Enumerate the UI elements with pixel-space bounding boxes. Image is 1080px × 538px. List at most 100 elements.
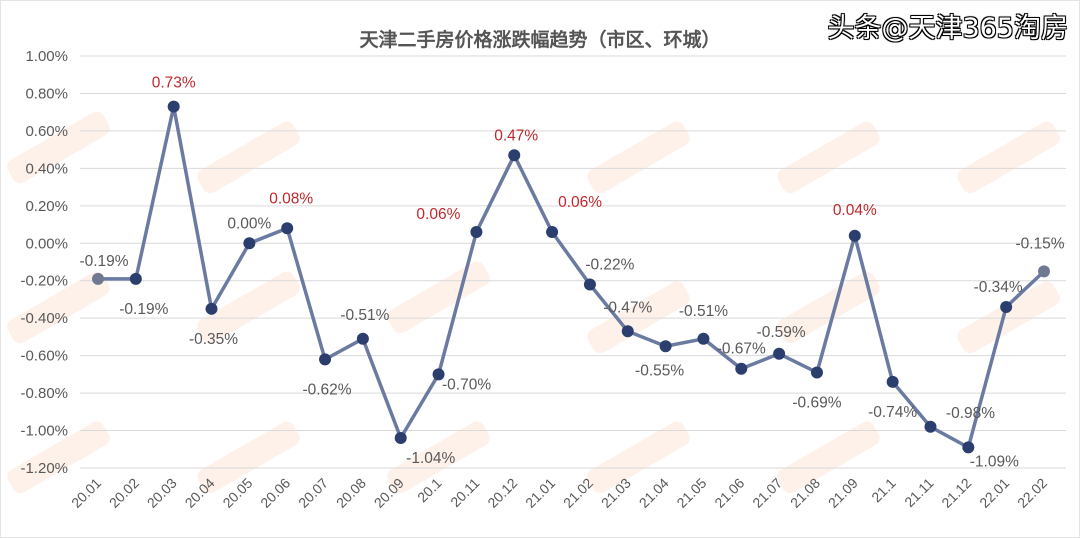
x-tick-label: 22.01 — [976, 475, 1012, 511]
data-point — [924, 420, 937, 433]
watermarks — [7, 111, 1060, 494]
data-point — [848, 229, 861, 242]
data-label: -0.70% — [442, 376, 491, 393]
data-label: 0.73% — [152, 75, 196, 92]
data-label: 0.47% — [494, 127, 538, 144]
chart-title: 天津二手房价格涨跌幅趋势（市区、环城） — [359, 28, 720, 51]
x-tick-label: 20.06 — [257, 475, 293, 511]
data-point — [470, 226, 483, 239]
data-point — [167, 100, 180, 113]
y-tick-label: 0.40% — [25, 160, 68, 177]
data-label: -0.19% — [79, 253, 128, 270]
data-point — [281, 222, 294, 235]
watermark-logo — [197, 421, 300, 494]
series-line — [98, 104, 1046, 450]
x-tick-label: 20.12 — [484, 475, 520, 511]
watermark-logo — [7, 271, 110, 344]
data-point — [356, 332, 369, 345]
x-tick-label: 22.02 — [1014, 475, 1050, 511]
y-tick-label: -1.00% — [20, 423, 68, 440]
data-point — [659, 340, 672, 353]
data-point — [773, 347, 786, 360]
watermark-logo — [777, 271, 880, 344]
x-tick-label: 20.01 — [68, 475, 104, 511]
data-label: -0.22% — [585, 256, 634, 273]
x-tick-label: 20.02 — [106, 475, 142, 511]
y-tick-label: -0.40% — [20, 310, 68, 327]
data-point — [319, 353, 332, 366]
x-tick-label: 21.04 — [636, 475, 672, 511]
data-label: -0.67% — [717, 341, 766, 358]
data-point — [962, 441, 975, 454]
watermark-logo — [7, 421, 110, 494]
watermark-logo — [957, 281, 1060, 354]
y-tick-label: -0.80% — [20, 385, 68, 402]
y-tick-label: 1.00% — [25, 48, 68, 65]
data-point — [394, 432, 407, 445]
watermark-logo — [387, 421, 490, 494]
data-label: -0.34% — [974, 279, 1023, 296]
data-label: -1.04% — [406, 450, 455, 467]
data-label: -0.51% — [679, 303, 728, 320]
x-tick-label: 20.08 — [333, 475, 369, 511]
data-point — [735, 362, 748, 375]
data-label: -0.59% — [757, 324, 806, 341]
data-point — [583, 278, 596, 291]
data-label: 0.00% — [227, 215, 271, 232]
data-label: 0.08% — [269, 190, 313, 207]
data-label: -0.69% — [792, 394, 841, 411]
watermark-logo — [587, 421, 690, 494]
data-label: -0.98% — [946, 405, 995, 422]
data-label: -0.15% — [1015, 235, 1064, 252]
data-point — [205, 302, 218, 315]
y-tick-label: -1.20% — [20, 460, 68, 477]
data-point — [1000, 300, 1013, 313]
x-tick-label: 21.01 — [522, 475, 558, 511]
data-point — [1038, 265, 1050, 278]
data-point — [886, 375, 899, 388]
watermark-logo — [587, 121, 690, 194]
y-tick-label: -0.60% — [20, 348, 68, 365]
y-tick-label: 0.00% — [25, 235, 68, 252]
data-label: 0.06% — [416, 206, 460, 223]
x-tick-label: 20.03 — [144, 475, 180, 511]
data-point — [546, 226, 559, 239]
x-tick-label: 21.05 — [673, 475, 709, 511]
watermark-logo — [197, 121, 300, 194]
data-point — [621, 325, 634, 338]
x-tick-label: 21.09 — [825, 475, 861, 511]
data-label: -0.55% — [635, 362, 684, 379]
data-label: -0.62% — [302, 381, 351, 398]
watermark-logo — [197, 271, 300, 344]
data-label: -1.09% — [970, 453, 1019, 470]
data-point — [243, 237, 256, 250]
data-point — [432, 368, 445, 381]
watermark-logo — [7, 111, 110, 184]
y-axis: 1.00% 0.80% 0.60% 0.40% 0.20% 0.00% -0.20% -0.4… — [20, 48, 68, 477]
data-label: -0.35% — [189, 331, 238, 348]
data-point — [508, 149, 521, 162]
y-tick-label: 0.60% — [25, 123, 68, 140]
data-label: -0.19% — [119, 301, 168, 318]
data-label: 0.06% — [558, 194, 602, 211]
watermark-logo — [777, 421, 880, 494]
x-tick-label: 21.11 — [901, 475, 937, 511]
watermark-logo — [777, 121, 880, 194]
x-tick-label: 21.1 — [868, 475, 899, 506]
data-labels: -0.19% -0.19% 0.73% -0.35% 0.00% 0.08% -0.62% -… — [79, 75, 1064, 471]
y-tick-label: 0.80% — [25, 85, 68, 102]
data-point — [92, 272, 104, 285]
series — [92, 100, 1050, 454]
data-point — [697, 332, 710, 345]
x-tick-label: 20.07 — [295, 475, 331, 511]
watermark-logo — [387, 261, 490, 334]
data-point — [129, 272, 142, 285]
x-tick-label: 20.11 — [447, 475, 483, 511]
watermark-logo — [957, 121, 1060, 194]
data-label: 0.04% — [833, 202, 877, 219]
data-label: -0.47% — [603, 299, 652, 316]
y-tick-label: -0.20% — [20, 273, 68, 290]
x-tick-label: 21.06 — [711, 475, 747, 511]
